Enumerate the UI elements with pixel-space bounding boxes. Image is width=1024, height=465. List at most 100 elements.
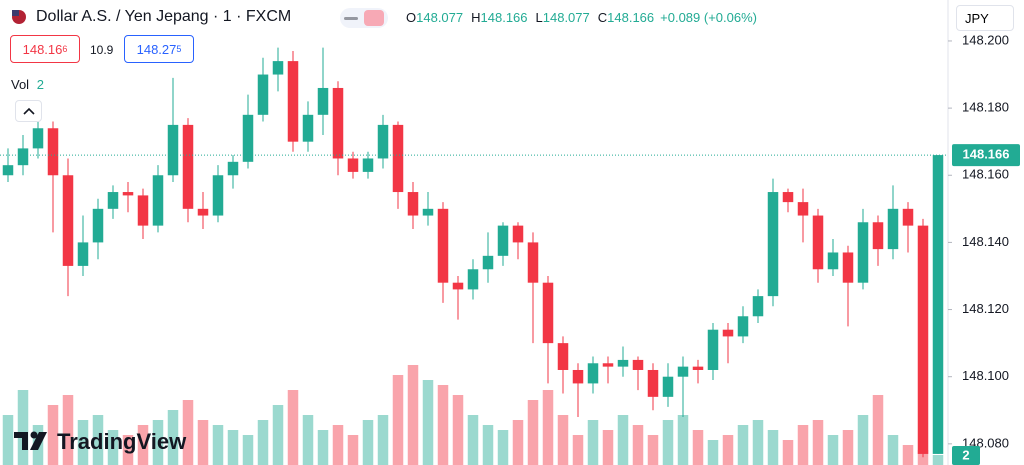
volume-bar	[107, 430, 119, 465]
candle-body	[317, 87, 329, 115]
ohlc-value: 148.166	[607, 10, 655, 25]
volume-bar	[677, 415, 689, 465]
candle-body	[527, 242, 539, 283]
toggle[interactable]	[340, 8, 388, 28]
candle-body	[752, 296, 764, 317]
volume-bar	[92, 415, 104, 465]
candle-body	[62, 175, 74, 266]
candle-body	[2, 165, 14, 176]
candle-body	[902, 208, 914, 226]
volume-bar	[707, 440, 719, 465]
y-tick-label: 148.140	[962, 234, 1009, 249]
candle-body	[632, 359, 644, 370]
candles	[2, 47, 944, 458]
volume-bar	[797, 425, 809, 465]
volume-bar	[242, 435, 254, 465]
logo-dot	[30, 431, 38, 439]
logo-part	[14, 432, 28, 450]
candle-body	[272, 61, 284, 75]
candle-body	[842, 252, 854, 283]
sell-price: 148.16	[22, 41, 63, 57]
ohlc-key: L	[535, 10, 543, 25]
currency-button[interactable]: JPY	[956, 5, 1014, 31]
volume-legend: Vol 2	[11, 77, 44, 92]
logo-text: TradingView	[57, 429, 187, 454]
candle-body	[887, 208, 899, 250]
volume-bar	[632, 425, 644, 465]
candle-body	[647, 369, 659, 397]
candle-body	[737, 316, 749, 337]
candle-body	[812, 215, 824, 270]
candle-body	[452, 282, 464, 290]
volume-bar	[662, 420, 674, 465]
volume-bar	[422, 380, 434, 465]
volume-bar	[752, 420, 764, 465]
candle-body	[347, 158, 359, 172]
candle-body	[212, 175, 224, 216]
candle-body	[932, 155, 944, 454]
last-volume-box	[952, 446, 980, 465]
candle-body	[77, 242, 89, 266]
logo-part	[30, 432, 47, 450]
volume-bar	[587, 420, 599, 465]
candle-body	[242, 114, 254, 162]
candle-body	[197, 208, 209, 216]
volume-bar	[17, 390, 29, 465]
candle-body	[257, 74, 269, 115]
volume-bar	[347, 435, 359, 465]
candle-body	[602, 363, 614, 367]
buy-price: 148.27	[136, 41, 177, 57]
volume-bar	[512, 420, 524, 465]
volume-bar	[767, 430, 779, 465]
volume-bar	[557, 415, 569, 465]
candle-body	[17, 148, 29, 166]
toggle-dash	[344, 17, 358, 20]
volume-bar	[257, 420, 269, 465]
chevron-path	[22, 107, 35, 115]
flag-icon	[12, 10, 26, 24]
ohlc-value: 148.166	[480, 10, 528, 25]
candle-body	[137, 195, 149, 226]
volume-bar	[572, 435, 584, 465]
candle-body	[422, 208, 434, 216]
volume-bar	[227, 430, 239, 465]
candle-body	[227, 161, 239, 176]
candle-body	[377, 124, 389, 159]
candle-body	[857, 222, 869, 283]
volume-bar	[737, 425, 749, 465]
sell-button[interactable]: 148.16 6	[10, 35, 80, 63]
volume-bar	[617, 415, 629, 465]
buy-pip: 5	[176, 44, 182, 54]
candle-body	[167, 124, 179, 176]
volume-bar	[437, 385, 449, 465]
candle-body	[92, 208, 104, 243]
y-tick-label: 148.200	[962, 32, 1009, 47]
collapse-button[interactable]	[15, 100, 42, 122]
volume-bar	[362, 420, 374, 465]
volume-bar	[932, 455, 944, 465]
candle-body	[572, 369, 584, 384]
candle-body	[332, 87, 344, 159]
candle-body	[872, 222, 884, 250]
volume-bar	[692, 430, 704, 465]
ohlc-value: 148.077	[416, 10, 464, 25]
volume-bar	[917, 450, 929, 465]
volume-bar	[602, 430, 614, 465]
candle-body	[392, 124, 404, 193]
volume-bar	[842, 430, 854, 465]
volume-bar	[542, 390, 554, 465]
candle-body	[512, 225, 524, 243]
volume-bar	[872, 395, 884, 465]
buy-button[interactable]: 148.27 5	[124, 35, 194, 63]
y-tick-label: 148.120	[962, 301, 1009, 316]
volume-bar	[197, 420, 209, 465]
candle-body	[797, 202, 809, 216]
candle-body	[692, 366, 704, 370]
volume-bar	[902, 445, 914, 465]
volume-bar	[152, 420, 164, 465]
volume-bar	[497, 430, 509, 465]
volume-bar	[302, 415, 314, 465]
volume-bar	[2, 415, 14, 465]
volume-bar	[317, 430, 329, 465]
